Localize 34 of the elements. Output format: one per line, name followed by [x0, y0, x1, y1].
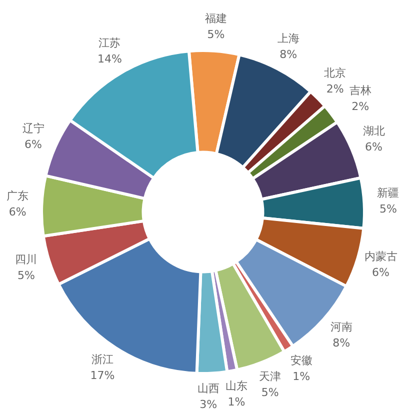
data-label: 6%: [8, 206, 26, 219]
slice-label: 天津: [259, 370, 282, 383]
data-label: 8%: [280, 48, 298, 62]
data-label: 2%: [352, 100, 370, 114]
slice-label: 北京: [324, 66, 346, 80]
data-label: 17%: [90, 368, 115, 382]
slice-label: 广东: [6, 190, 29, 203]
data-label: 5%: [379, 202, 397, 216]
slice-label: 浙江: [92, 352, 114, 366]
slice-label: 四川: [15, 252, 38, 266]
slice-label: 江苏: [98, 36, 121, 50]
slice-label: 山东: [225, 379, 248, 392]
data-label: 6%: [372, 266, 390, 279]
slice-label: 新疆: [377, 186, 400, 200]
slice-label: 上海: [277, 32, 300, 46]
slice-label: 山西: [197, 382, 220, 396]
data-label: 1%: [228, 395, 246, 408]
slice-label: 福建: [204, 12, 227, 25]
data-label: 8%: [332, 336, 350, 350]
slice-label: 湖北: [362, 124, 385, 138]
data-label: 1%: [292, 370, 310, 384]
data-label: 5%: [17, 268, 35, 282]
data-label: 5%: [207, 28, 225, 41]
data-label: 3%: [200, 398, 218, 412]
data-label: 6%: [365, 140, 382, 154]
data-label: 2%: [326, 82, 344, 96]
slice-label: 吉林: [349, 84, 372, 98]
slice-label: 辽宁: [22, 122, 44, 135]
slice-label: 安徽: [290, 354, 312, 368]
data-label: 5%: [261, 386, 279, 399]
data-label: 14%: [97, 52, 122, 66]
slice-label: 河南: [330, 320, 352, 334]
data-label: 6%: [24, 138, 42, 151]
slice-label: 内蒙古: [364, 250, 398, 263]
